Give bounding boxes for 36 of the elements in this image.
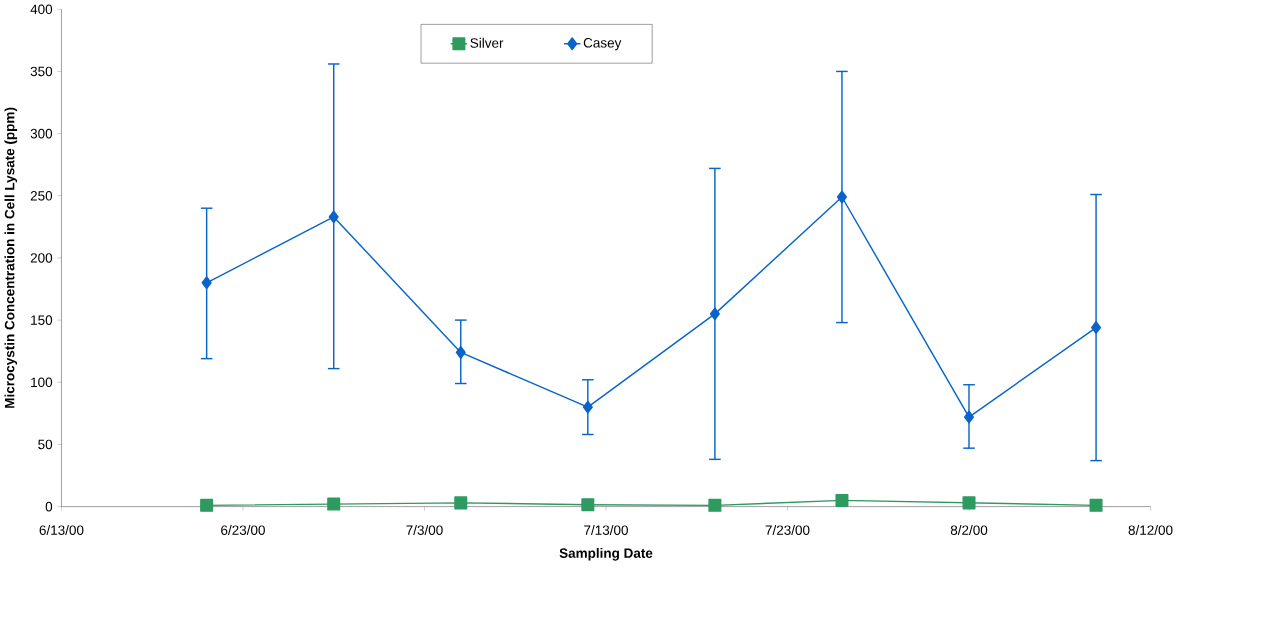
y-tick-label: 300 — [30, 129, 53, 139]
y-tick-label: 150 — [31, 315, 53, 326]
legend-label: Silver — [470, 38, 504, 49]
x-tick-label: 6/23/00 — [221, 525, 265, 536]
point — [582, 400, 593, 414]
point — [963, 410, 975, 424]
x-tick-label: 7/3/00 — [406, 525, 443, 536]
point — [455, 346, 466, 360]
y-tick-label: 100 — [31, 377, 53, 388]
point — [327, 497, 341, 511]
y-tick-label: 400 — [30, 4, 53, 15]
point — [581, 498, 595, 512]
x-tick-label: 7/23/00 — [765, 525, 810, 536]
point — [708, 499, 722, 513]
point — [328, 210, 339, 224]
point — [835, 494, 849, 508]
x-axis-title: Sampling Date — [559, 548, 653, 561]
point — [709, 307, 720, 321]
point — [454, 496, 468, 510]
y-tick-label: 350 — [30, 66, 53, 77]
y-tick-label: 0 — [45, 502, 53, 512]
y-tick-label: 250 — [30, 191, 53, 201]
y-tick-label: 200 — [30, 253, 53, 263]
point — [1091, 321, 1102, 335]
point — [962, 496, 976, 510]
point — [1089, 499, 1103, 513]
y-tick-label: 50 — [38, 439, 53, 450]
x-tick-label: 8/12/00 — [1128, 525, 1173, 536]
point — [200, 499, 214, 513]
x-tick-label: 8/2/00 — [950, 525, 988, 536]
legend-label: Casey — [583, 38, 622, 51]
y-axis-title: Microcystin Concentration in Cell Lysate (ppm) — [4, 108, 18, 409]
point — [201, 276, 212, 290]
x-tick-label: 7/13/00 — [584, 525, 628, 536]
x-tick-label: 6/13/00 — [39, 525, 84, 536]
point — [836, 190, 848, 204]
